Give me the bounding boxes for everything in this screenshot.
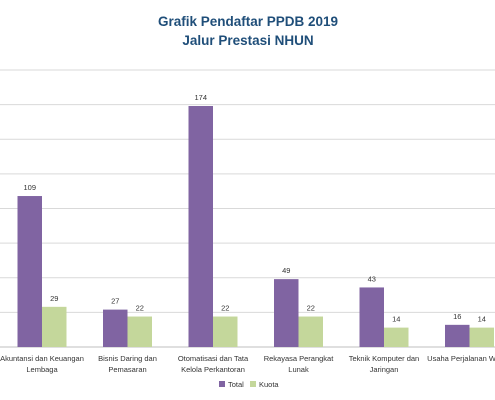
chart-subtitle: Jalur Prestasi NHUN [182, 33, 313, 48]
category-label: Usaha Perjalanan Wisata [427, 354, 495, 363]
data-label: 14 [478, 315, 486, 324]
legend-label: Kuota [259, 380, 279, 389]
legend-swatch [219, 381, 225, 387]
data-label: 27 [111, 297, 119, 306]
bar-total [17, 196, 42, 347]
category-label: Bisnis Daring dan [98, 354, 157, 363]
data-label: 43 [368, 274, 376, 283]
data-label: 29 [50, 294, 58, 303]
category-label: Lembaga [26, 365, 58, 374]
gridlines [0, 69, 495, 348]
legend-swatch [250, 381, 256, 387]
bar-kuota [469, 327, 494, 347]
data-label: 22 [307, 304, 315, 313]
data-labels: 109 29 27 22 174 22 49 22 43 14 16 14 [23, 93, 485, 324]
bar-kuota [42, 306, 67, 347]
category-label: Lunak [288, 365, 309, 374]
category-labels: Akuntansi dan Keuangan Lembaga Bisnis Dari… [0, 354, 495, 374]
bar-kuota [127, 316, 152, 347]
chart-title: Grafik Pendaftar PPDB 2019 [158, 14, 338, 29]
bar-kuota [384, 327, 409, 347]
bar-total [103, 309, 128, 347]
bar-total [188, 106, 213, 347]
data-label: 109 [23, 183, 36, 192]
data-label: 49 [282, 266, 290, 275]
legend-label: Total [228, 380, 244, 389]
data-label: 174 [194, 93, 207, 102]
bar-kuota [298, 316, 323, 347]
bars [17, 106, 494, 347]
category-label: Otomatisasi dan Tata [178, 354, 249, 363]
category-label: Pemasaran [108, 365, 146, 374]
bar-total [445, 324, 470, 347]
data-label: 22 [136, 304, 144, 313]
category-label: Teknik Komputer dan [349, 354, 419, 363]
category-label: Akuntansi dan Keuangan [0, 354, 84, 363]
category-label: Rekayasa Perangkat [264, 354, 335, 363]
data-label: 16 [453, 312, 461, 321]
category-label: Kelola Perkantoran [181, 365, 245, 374]
bar-kuota [213, 316, 238, 347]
data-label: 22 [221, 304, 229, 313]
data-label: 14 [392, 315, 400, 324]
bar-total [359, 287, 384, 347]
category-label: Jaringan [370, 365, 399, 374]
legend: Total Kuota [219, 380, 279, 389]
bar-total [274, 279, 299, 347]
